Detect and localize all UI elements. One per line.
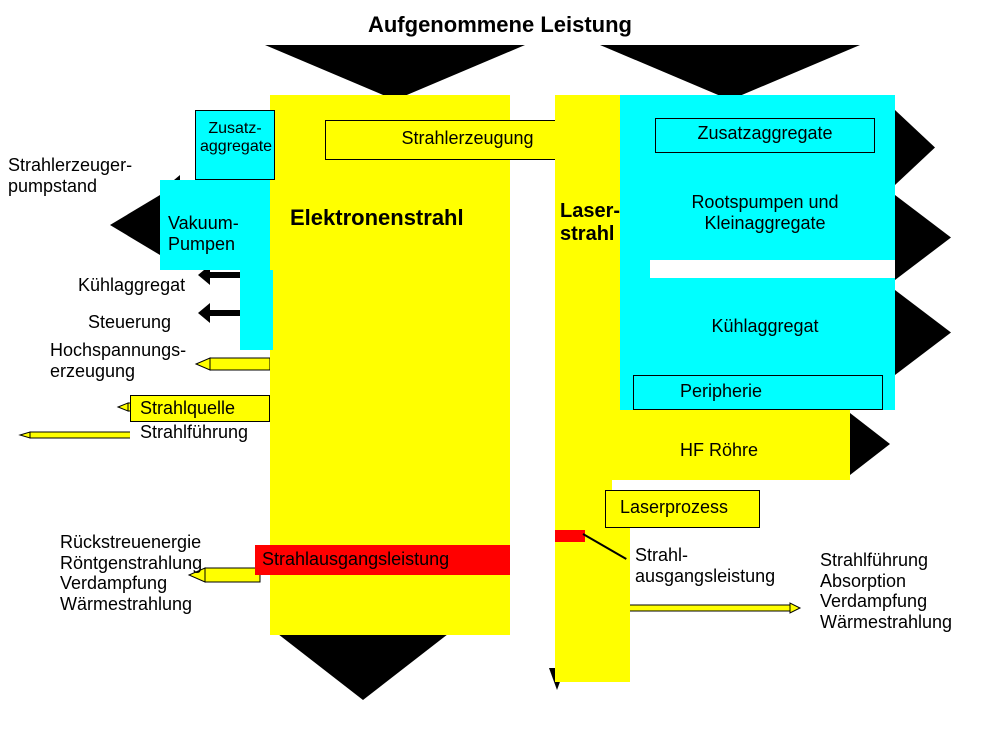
output-left-label: Strahlausgangsleistung <box>262 549 449 570</box>
hv-label: Hochspannungs- erzeugung <box>50 340 186 381</box>
white-strip-1 <box>650 260 895 278</box>
hf-label: HF Röhre <box>680 440 758 461</box>
roots-label: Rootspumpen und Kleinaggregate <box>640 192 890 233</box>
losses-right: Strahlführung Absorption Verdampfung Wär… <box>820 550 952 633</box>
kuehl-left-label: Kühlaggregat <box>78 275 185 296</box>
pct-left: 100% <box>305 42 361 67</box>
peripherie-label: Peripherie <box>680 381 762 402</box>
zusatz-right-label: Zusatzaggregate <box>655 123 875 144</box>
output-right-label: Strahl- ausgangsleistung <box>635 545 775 586</box>
cyan-neck <box>240 270 273 350</box>
kuehl-right-label: Kühlaggregat <box>640 316 890 337</box>
losses-left: Rückstreuenergie Röntgenstrahlung Verdam… <box>60 532 202 615</box>
vakuum-label: Vakuum- Pumpen <box>168 213 239 254</box>
strahlfuehr-label: Strahlführung <box>140 422 248 443</box>
left-heading: Elektronenstrahl <box>290 205 464 230</box>
pct-right: 100% <box>672 42 728 67</box>
laserproc-label: Laserprozess <box>620 497 728 518</box>
steuer-label: Steuerung <box>88 312 171 333</box>
right-heading: Laser- strahl <box>560 200 620 246</box>
zusatz-left-label: Zusatz- aggregate <box>200 120 270 157</box>
output-right-marker <box>555 530 585 542</box>
strahlquelle-label: Strahlquelle <box>140 398 235 419</box>
pumpstand-label: Strahlerzeuger- pumpstand <box>8 155 132 196</box>
right-column <box>555 95 630 682</box>
title: Aufgenommene Leistung <box>0 12 1000 37</box>
